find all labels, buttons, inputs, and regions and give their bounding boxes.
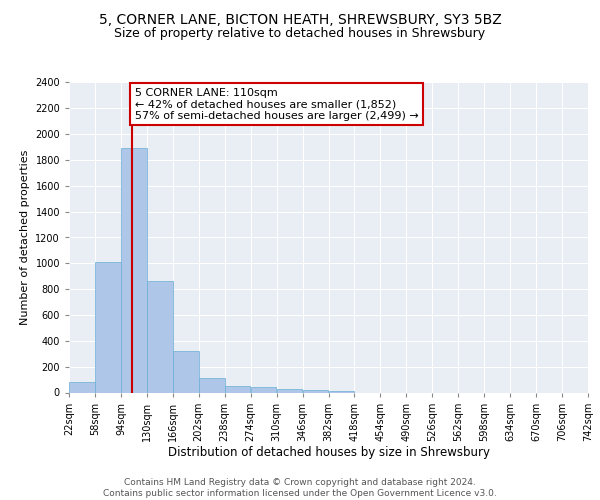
- Text: Contains HM Land Registry data © Crown copyright and database right 2024.
Contai: Contains HM Land Registry data © Crown c…: [103, 478, 497, 498]
- Bar: [225, 386, 250, 392]
- Bar: [121, 148, 146, 392]
- Bar: [69, 382, 95, 392]
- Bar: [303, 390, 328, 392]
- Y-axis label: Number of detached properties: Number of detached properties: [20, 150, 29, 325]
- Bar: [199, 378, 224, 392]
- Bar: [173, 351, 199, 393]
- Text: Size of property relative to detached houses in Shrewsbury: Size of property relative to detached ho…: [115, 28, 485, 40]
- Bar: [277, 388, 302, 392]
- Bar: [147, 282, 173, 393]
- Bar: [251, 388, 277, 392]
- Text: 5, CORNER LANE, BICTON HEATH, SHREWSBURY, SY3 5BZ: 5, CORNER LANE, BICTON HEATH, SHREWSBURY…: [98, 12, 502, 26]
- Bar: [329, 391, 354, 392]
- Text: 5 CORNER LANE: 110sqm
← 42% of detached houses are smaller (1,852)
57% of semi-d: 5 CORNER LANE: 110sqm ← 42% of detached …: [134, 88, 418, 121]
- X-axis label: Distribution of detached houses by size in Shrewsbury: Distribution of detached houses by size …: [167, 446, 490, 460]
- Bar: [95, 262, 121, 392]
